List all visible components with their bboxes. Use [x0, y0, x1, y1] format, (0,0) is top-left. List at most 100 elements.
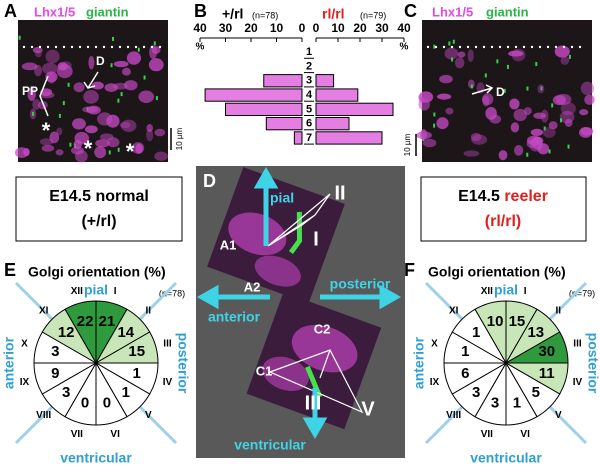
- sector-value: 21: [99, 313, 116, 330]
- cell: [548, 121, 558, 130]
- surface-dot: [570, 45, 574, 49]
- cell: [580, 127, 594, 136]
- surface-dot: [466, 45, 470, 49]
- cell: [531, 136, 544, 145]
- cell: [91, 81, 104, 90]
- bar: [315, 131, 383, 145]
- cell: [75, 150, 88, 163]
- cell-label: C1: [256, 363, 273, 378]
- sector-numeral: II: [556, 305, 562, 316]
- surface-dot: [38, 45, 42, 49]
- golgi: [433, 112, 436, 117]
- bar: [315, 102, 394, 116]
- golgi: [560, 118, 563, 123]
- surface-dot: [142, 45, 146, 49]
- cell-label: A2: [244, 279, 261, 294]
- cell: [146, 123, 153, 133]
- asterisk: *: [84, 136, 93, 161]
- cell: [580, 81, 595, 96]
- surface-dot: [498, 45, 502, 49]
- scale-label: 10 µm: [175, 127, 184, 150]
- cell: [454, 57, 465, 69]
- cell: [146, 128, 154, 142]
- direction-label: ventricular: [60, 450, 132, 466]
- cell: [508, 50, 524, 57]
- arrow-label: D: [96, 54, 105, 68]
- surface-dot: [546, 45, 550, 49]
- surface-dot: [118, 45, 122, 49]
- arrow: [471, 84, 494, 95]
- surface-dot: [158, 45, 162, 49]
- bin-label: 2: [306, 60, 312, 72]
- cell: [74, 131, 90, 145]
- cell: [560, 101, 576, 116]
- cell: [444, 47, 459, 60]
- golgi: [120, 92, 123, 97]
- x-tick-label: 40: [193, 21, 207, 35]
- surface-dot: [150, 45, 154, 49]
- cell: [42, 62, 58, 75]
- cell: [542, 126, 556, 138]
- sector-label: V: [361, 398, 375, 420]
- arrow: [83, 71, 99, 89]
- bin-label: 3: [306, 75, 312, 87]
- surface-dot: [538, 45, 542, 49]
- cell: [509, 98, 520, 110]
- cell: [23, 148, 30, 157]
- sector-numeral: VII: [481, 429, 493, 440]
- bar: [204, 88, 303, 102]
- surface-dot: [482, 45, 486, 49]
- cell: [471, 134, 488, 145]
- sector-numeral: XI: [39, 305, 49, 316]
- x-tick-label: 30: [219, 21, 233, 35]
- surface-dot: [490, 45, 494, 49]
- rose-title: Golgi orientation (%): [428, 264, 566, 280]
- x-tick-label: 0: [299, 21, 306, 35]
- cell: [498, 150, 508, 161]
- cell: [21, 62, 38, 71]
- cell: [555, 93, 572, 106]
- cell-image: [207, 167, 345, 304]
- panel-label: A: [4, 1, 17, 21]
- cell: [420, 129, 428, 141]
- golgi: [62, 101, 65, 106]
- cell: [148, 58, 164, 72]
- x-tick-label: 30: [375, 21, 389, 35]
- genotype-title: E14.5 normal: [49, 188, 149, 205]
- stain-label: Lhx1/5: [34, 4, 75, 19]
- cell: [154, 128, 166, 137]
- sector-numeral: I: [114, 286, 117, 297]
- cell: [56, 127, 63, 136]
- golgi: [67, 82, 70, 87]
- sector-numeral: XII: [481, 286, 493, 297]
- cell: [95, 139, 110, 148]
- x-tick-label: 20: [353, 21, 367, 35]
- count-label: (n=78): [159, 288, 185, 298]
- cell: [510, 122, 520, 133]
- direction-arrow: [320, 284, 402, 310]
- cell: [88, 56, 95, 70]
- cell: [99, 133, 114, 141]
- x-axis-label: %: [400, 42, 409, 53]
- sector-value: 3: [472, 384, 480, 401]
- bin-label: 5: [306, 103, 312, 115]
- golgi: [540, 86, 543, 91]
- cell: [106, 114, 120, 128]
- bracket: [39, 75, 49, 117]
- sector-label: II: [334, 182, 345, 204]
- x-tick-label: 0: [313, 21, 320, 35]
- sector-numeral: VIII: [36, 410, 51, 421]
- sector-numeral: X: [21, 338, 28, 349]
- surface-dot: [62, 45, 66, 49]
- surface-dot: [554, 45, 558, 49]
- surface-dot: [22, 45, 26, 49]
- golgi: [448, 41, 451, 46]
- sector-numeral: VIII: [446, 410, 461, 421]
- golgi: [543, 126, 546, 131]
- count-label: (n=79): [569, 288, 595, 298]
- bar: [265, 117, 303, 131]
- cell: [470, 132, 482, 142]
- genotype: (+/rl): [81, 213, 116, 230]
- sector-numeral: XI: [449, 305, 459, 316]
- sector-value: 5: [532, 384, 540, 401]
